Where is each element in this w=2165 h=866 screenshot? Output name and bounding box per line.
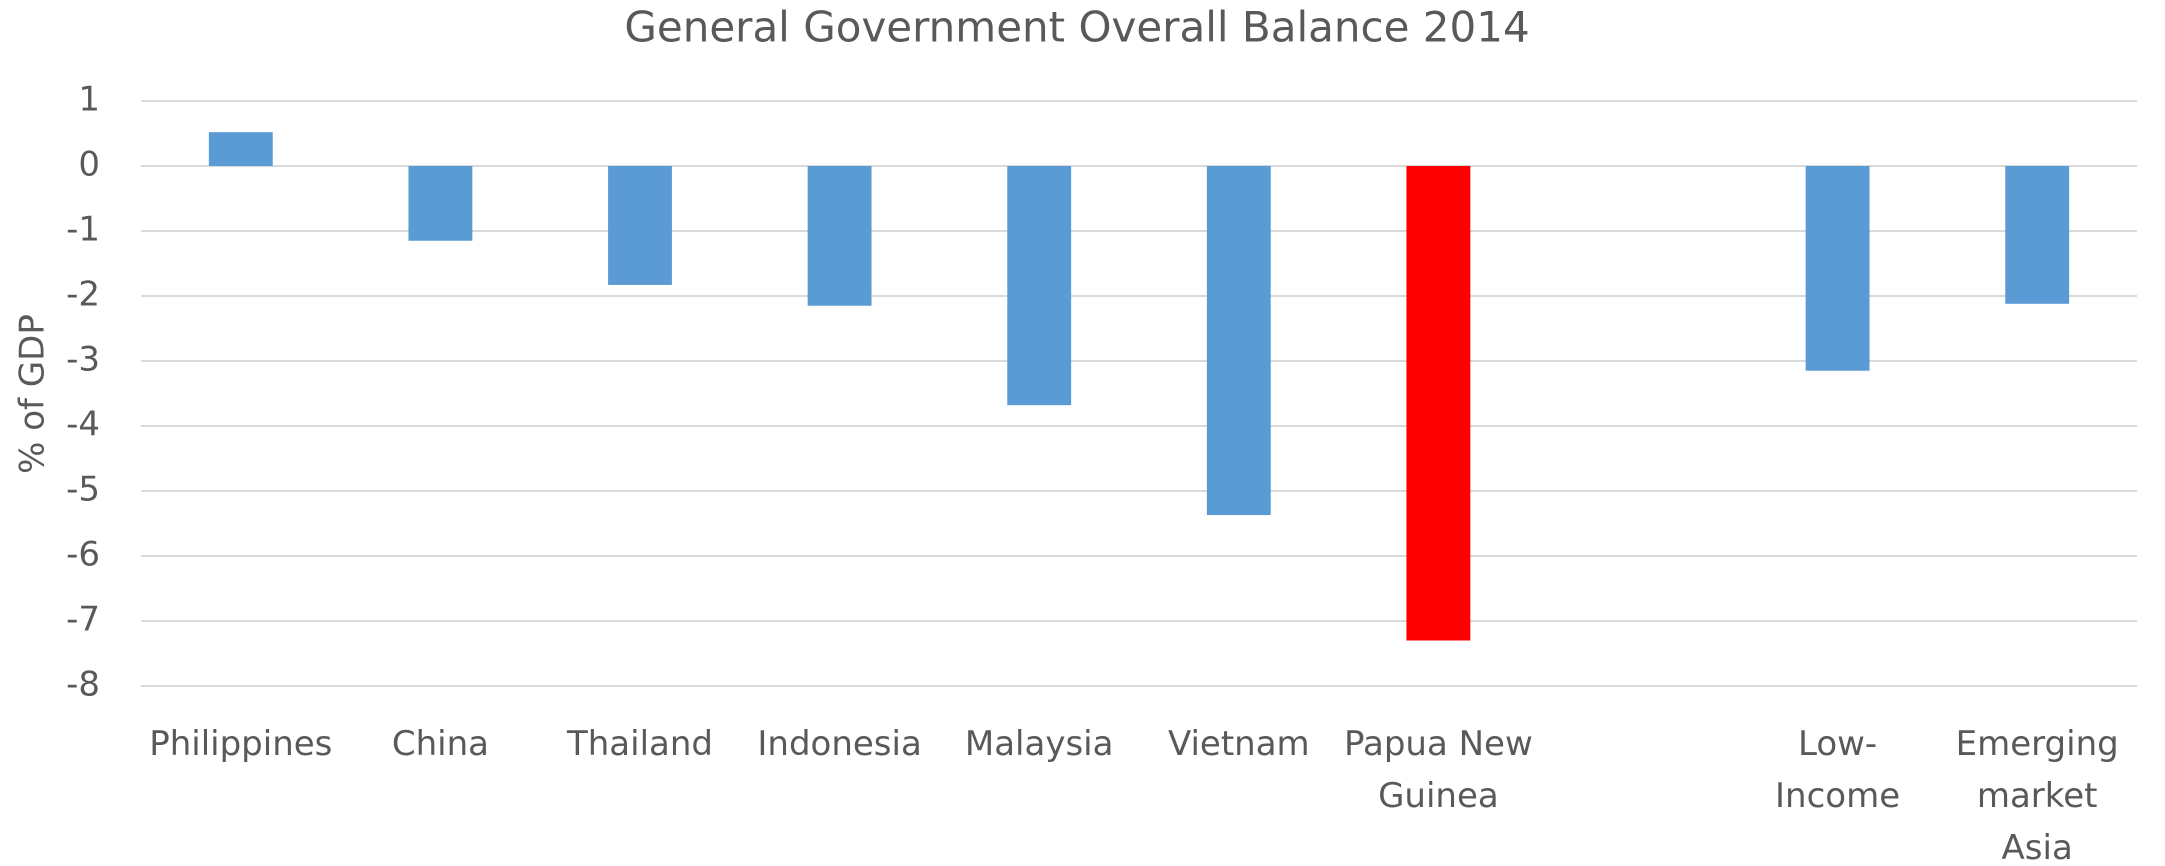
x-tick-label: Philippines	[149, 724, 333, 764]
y-tick-label: -1	[66, 210, 100, 250]
y-tick-label: -2	[66, 275, 100, 315]
bar	[408, 166, 473, 241]
bar	[2005, 166, 2070, 304]
x-tick-label: Emerging market Asia	[1955, 724, 2119, 866]
chart-title: General Government Overall Balance 2014	[624, 3, 1529, 52]
x-tick-label: Vietnam	[1167, 724, 1310, 764]
y-tick-label: -4	[66, 405, 100, 445]
bar	[1406, 166, 1471, 641]
x-tick-label: Malaysia	[964, 724, 1114, 764]
y-tick-label: -7	[66, 600, 100, 640]
bar	[608, 166, 672, 285]
y-tick-label: -5	[66, 470, 100, 510]
bar	[1206, 166, 1271, 516]
y-tick-label: -8	[66, 665, 100, 705]
x-tick-label: China	[391, 724, 489, 764]
bar	[1007, 166, 1072, 406]
y-tick-label: 0	[78, 145, 100, 185]
y-tick-label: 1	[78, 80, 100, 120]
x-tick-label: Papua New Guinea	[1344, 724, 1533, 816]
bar	[807, 166, 872, 306]
bar	[1805, 166, 1870, 371]
x-tick-label: Thailand	[566, 724, 713, 764]
x-tick-label: Indonesia	[757, 724, 922, 764]
y-tick-label: -6	[66, 535, 100, 575]
y-tick-label: -3	[66, 340, 100, 380]
y-axis-label: % of GDP	[13, 314, 53, 474]
x-tick-label: Low-Income	[1775, 724, 1901, 816]
bar	[208, 132, 273, 166]
